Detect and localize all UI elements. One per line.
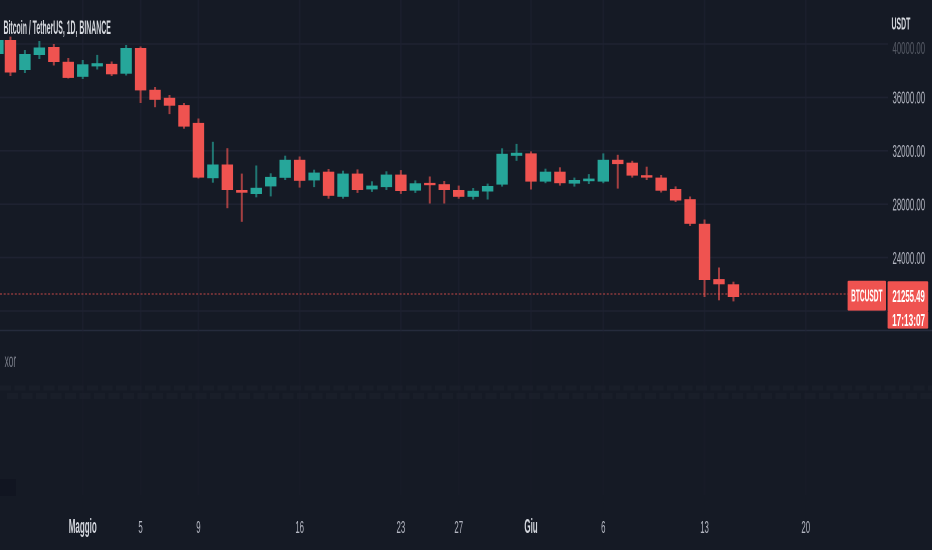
svg-text:Bitcoin / TetherUS, 1D, BINANC: Bitcoin / TetherUS, 1D, BINANCE <box>4 18 111 39</box>
svg-text:40000.00: 40000.00 <box>893 37 926 58</box>
svg-text:23: 23 <box>397 516 406 537</box>
svg-text:24000.00: 24000.00 <box>893 247 926 268</box>
svg-text:20: 20 <box>801 516 810 537</box>
svg-text:6: 6 <box>601 516 606 537</box>
svg-text:5: 5 <box>138 516 143 537</box>
svg-text:xor: xor <box>5 351 17 372</box>
svg-text:9: 9 <box>196 516 201 537</box>
svg-text:36000.00: 36000.00 <box>893 87 926 108</box>
svg-text:17:13:07: 17:13:07 <box>892 309 925 330</box>
svg-text:27: 27 <box>454 516 463 537</box>
svg-text:USDT: USDT <box>892 14 911 34</box>
svg-text:28000.00: 28000.00 <box>893 194 926 215</box>
svg-text:21255.49: 21255.49 <box>892 285 925 306</box>
svg-text:Maggio: Maggio <box>69 516 97 538</box>
svg-text:32000.00: 32000.00 <box>893 140 926 161</box>
svg-text:16: 16 <box>295 516 304 537</box>
svg-text:13: 13 <box>700 516 709 537</box>
svg-text:Giu: Giu <box>524 516 537 538</box>
svg-text:BTCUSDT: BTCUSDT <box>851 286 882 306</box>
